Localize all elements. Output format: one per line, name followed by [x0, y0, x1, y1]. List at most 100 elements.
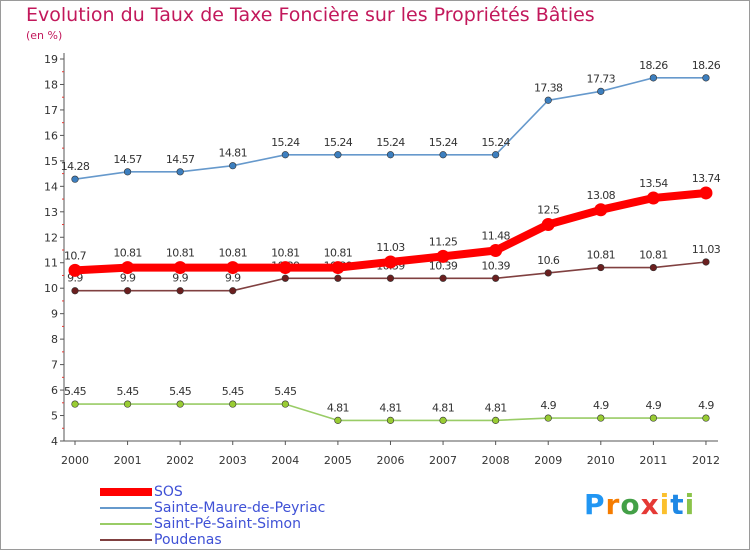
y-tick-label: 19 [44, 53, 58, 66]
data-point-sos [121, 261, 135, 275]
y-tick-label: 6 [51, 384, 58, 397]
data-point-poudenas [649, 263, 657, 272]
data-point-sos [541, 218, 555, 232]
data-label-sos: 11.48 [481, 230, 510, 243]
data-label-saint-pe-saint-simon: 4.81 [485, 401, 507, 414]
data-point-sos [594, 203, 608, 217]
data-point-poudenas [123, 287, 132, 295]
y-tick-label: 11 [44, 257, 58, 270]
data-point-poudenas [544, 269, 552, 277]
data-point-sainte-maure-de-peyriac [281, 151, 289, 159]
data-label-sos: 10.81 [113, 247, 142, 260]
data-label-poudenas: 10.81 [639, 249, 668, 262]
data-point-sainte-maure-de-peyriac [386, 151, 395, 159]
y-tick-label: 4 [51, 435, 58, 448]
data-point-saint-pe-saint-simon [123, 400, 132, 408]
data-point-sos [383, 255, 397, 269]
y-tick-label: 5 [51, 410, 58, 423]
data-point-sos [278, 261, 292, 275]
logo-letter: i [659, 488, 671, 521]
data-label-saint-pe-saint-simon: 5.45 [117, 385, 140, 398]
x-tick-label: 2008 [482, 454, 510, 467]
data-point-saint-pe-saint-simon [492, 416, 500, 424]
data-label-saint-pe-saint-simon: 5.45 [274, 385, 297, 398]
data-point-sos [646, 191, 660, 205]
y-tick-label: 12 [44, 231, 58, 244]
data-label-sos: 13.08 [587, 189, 616, 202]
data-label-saint-pe-saint-simon: 5.45 [64, 385, 87, 398]
data-label-sainte-maure-de-peyriac: 15.24 [429, 136, 458, 149]
x-tick-label: 2012 [692, 454, 720, 467]
data-point-sos [68, 263, 82, 277]
data-point-saint-pe-saint-simon [229, 400, 237, 408]
y-tick-label: 13 [44, 206, 58, 219]
logo-letter: x [640, 488, 660, 521]
data-label-poudenas: 10.39 [429, 259, 458, 272]
data-label-saint-pe-saint-simon: 4.9 [646, 399, 662, 412]
data-label-saint-pe-saint-simon: 4.9 [698, 399, 714, 412]
y-tick-label: 8 [51, 333, 58, 346]
data-point-saint-pe-saint-simon [702, 414, 710, 422]
data-point-sainte-maure-de-peyriac [597, 87, 605, 95]
y-tick-label: 14 [44, 180, 58, 193]
chart-title: Evolution du Taux de Taxe Foncière sur l… [26, 4, 595, 26]
data-label-sainte-maure-de-peyriac: 15.24 [481, 136, 510, 149]
y-tick-label: 18 [44, 78, 58, 91]
data-point-sainte-maure-de-peyriac [439, 151, 447, 159]
chart-subtitle: (en %) [26, 29, 63, 42]
data-point-poudenas [702, 258, 710, 266]
data-point-saint-pe-saint-simon [649, 414, 657, 422]
legend-swatch [100, 539, 152, 541]
data-point-poudenas [334, 274, 342, 282]
data-label-sos: 10.81 [271, 247, 300, 260]
x-tick-label: 2002 [166, 454, 194, 467]
legend-label: Poudenas [154, 532, 222, 548]
data-point-sainte-maure-de-peyriac [649, 74, 657, 82]
data-point-poudenas [176, 287, 184, 295]
data-label-saint-pe-saint-simon: 4.81 [432, 401, 454, 414]
data-point-sainte-maure-de-peyriac [176, 168, 184, 176]
legend-swatch [100, 488, 152, 496]
x-tick-label: 2007 [429, 454, 457, 467]
proxiti-logo: Proxiti [584, 488, 695, 521]
legend-label: Sainte-Maure-de-Peyriac [154, 500, 326, 516]
data-point-poudenas [597, 263, 605, 272]
legend-swatch [100, 523, 152, 525]
y-tick-label: 7 [51, 359, 58, 372]
y-tick-label: 10 [44, 282, 58, 295]
data-label-poudenas: 9.9 [225, 272, 241, 285]
data-label-saint-pe-saint-simon: 4.81 [327, 401, 349, 414]
x-tick-label: 2004 [271, 454, 299, 467]
data-label-sos: 11.03 [376, 241, 405, 254]
data-label-poudenas: 10.81 [587, 249, 616, 262]
data-label-sos: 10.81 [166, 247, 195, 260]
data-label-poudenas: 9.9 [120, 272, 136, 285]
x-tick-label: 2001 [114, 454, 142, 467]
data-label-sos: 10.81 [324, 247, 353, 260]
data-label-sos: 10.81 [218, 247, 247, 260]
x-tick-label: 2010 [587, 454, 615, 467]
data-point-sainte-maure-de-peyriac [544, 96, 552, 104]
data-point-sainte-maure-de-peyriac [229, 162, 237, 170]
data-point-poudenas [71, 287, 79, 295]
data-point-saint-pe-saint-simon [544, 414, 552, 422]
data-label-sos: 12.5 [537, 204, 560, 217]
data-label-poudenas: 11.03 [692, 243, 721, 256]
data-label-saint-pe-saint-simon: 4.81 [379, 401, 401, 414]
data-point-poudenas [386, 274, 395, 282]
data-point-sainte-maure-de-peyriac [71, 175, 79, 183]
x-tick-label: 2009 [534, 454, 562, 467]
data-point-poudenas [281, 274, 289, 282]
data-label-sainte-maure-de-peyriac: 15.24 [324, 136, 353, 149]
data-label-sainte-maure-de-peyriac: 15.24 [376, 136, 405, 149]
x-tick-label: 2000 [61, 454, 89, 467]
logo-letter: o [620, 488, 641, 521]
data-label-poudenas: 10.6 [537, 254, 560, 267]
data-label-sainte-maure-de-peyriac: 15.24 [271, 136, 300, 149]
data-label-sainte-maure-de-peyriac: 14.28 [61, 160, 90, 173]
data-label-sos: 10.7 [64, 249, 87, 262]
data-point-poudenas [439, 274, 447, 282]
data-point-sos [436, 249, 450, 263]
logo-letter: P [584, 488, 606, 521]
